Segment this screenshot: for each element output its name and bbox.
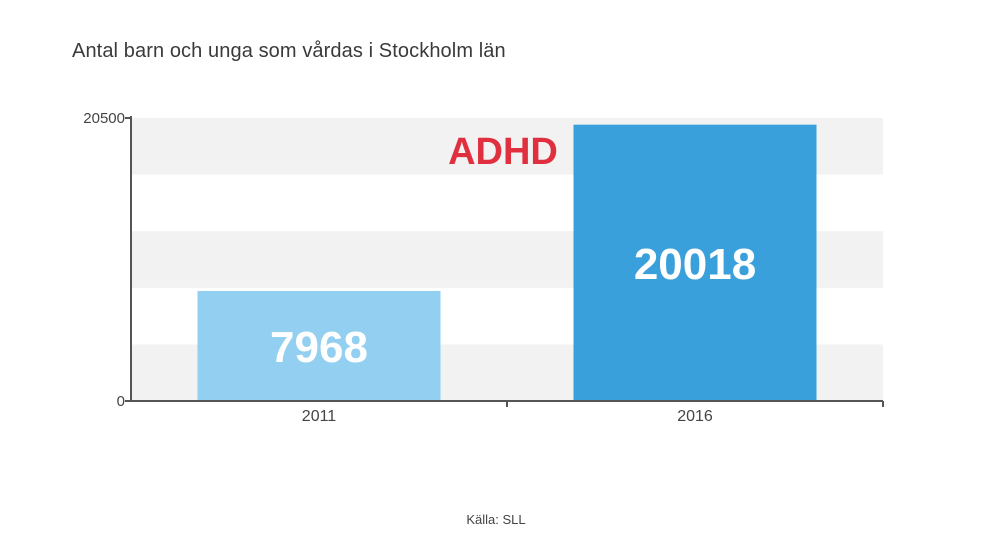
- y-tick-label: 20500: [83, 110, 125, 127]
- bar-2016: [573, 124, 817, 401]
- annotation-label: ADHD: [448, 131, 558, 173]
- source-note: Källa: SLL: [466, 512, 526, 527]
- x-tick-label: 2011: [302, 408, 337, 425]
- chart-title: Antal barn och unga som vårdas i Stockho…: [72, 40, 506, 62]
- bar-value-label: 20018: [634, 240, 756, 289]
- tick-labels: 20500 0 2011 2016: [83, 110, 713, 425]
- bars: 7968 20018: [197, 124, 817, 401]
- bar-2011: [197, 291, 441, 401]
- y-tick-label: 0: [117, 393, 125, 410]
- bar-value-label: 7968: [270, 323, 368, 372]
- x-tick-label: 2016: [677, 408, 713, 425]
- axes: [125, 116, 884, 407]
